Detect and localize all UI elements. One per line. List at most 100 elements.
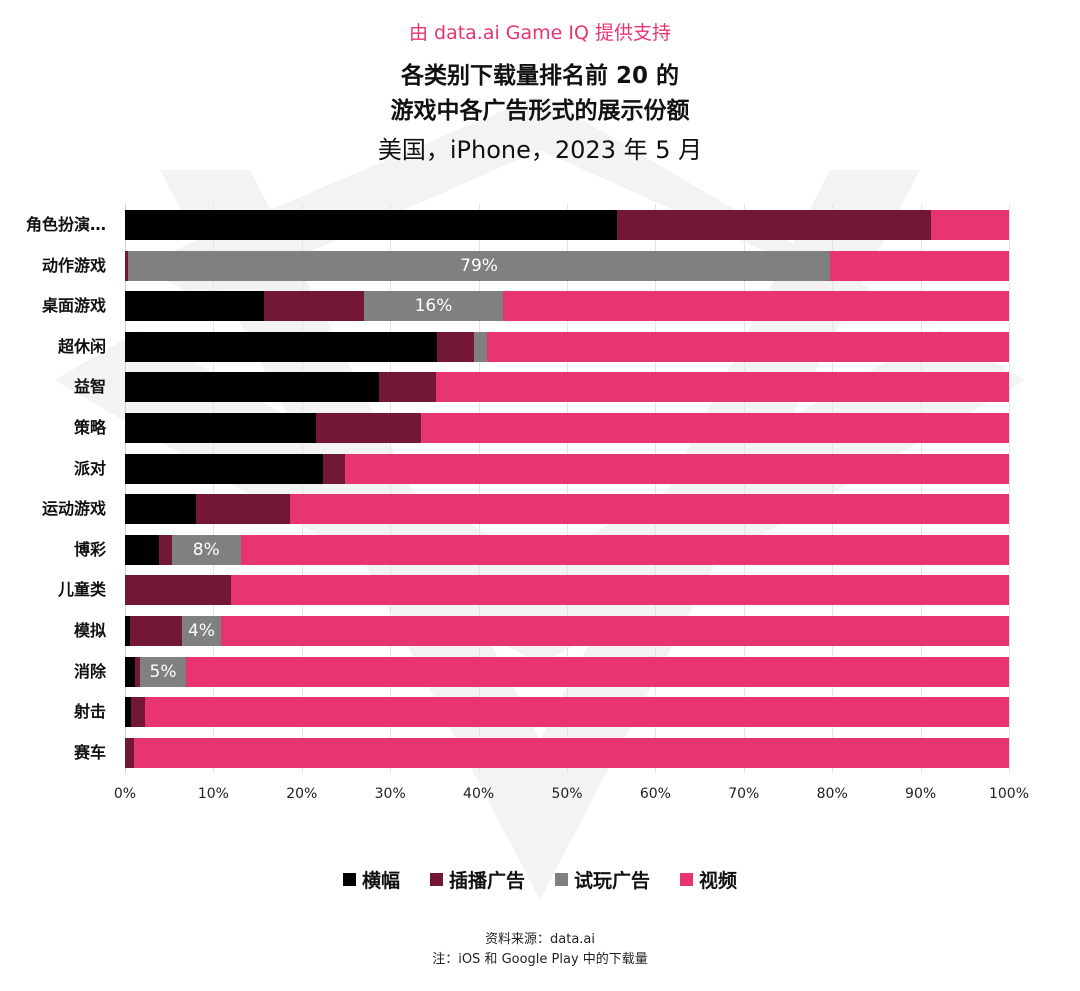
data-label: 79% xyxy=(460,255,498,276)
bar-segment xyxy=(125,575,232,606)
data-label: 4% xyxy=(187,621,215,641)
bar-row xyxy=(125,453,1009,484)
grid-line xyxy=(301,204,303,773)
bar-segment xyxy=(125,616,131,646)
bar-segment xyxy=(130,616,182,646)
bar-row: 8% xyxy=(125,534,1009,565)
category-label: 派对 xyxy=(73,458,106,478)
bar-segment xyxy=(125,453,324,484)
chart-subtitle: 美国，iPhone，2023 年 5 月 xyxy=(377,136,703,164)
bar-segment xyxy=(315,413,422,443)
x-tick-label: 60% xyxy=(639,786,671,802)
x-tick-label: 40% xyxy=(463,786,495,802)
bar-segment xyxy=(421,413,1009,443)
bar-segment: 8% xyxy=(171,534,241,565)
source-note: 资料来源：data.ai xyxy=(485,932,595,947)
category-label: 桌面游戏 xyxy=(41,296,106,316)
bar-segment xyxy=(240,534,1009,565)
legend-label: 视频 xyxy=(699,870,738,892)
bar-segment xyxy=(125,413,316,443)
bar-row xyxy=(125,372,1009,403)
bar-segment xyxy=(185,656,1009,687)
legend-item-banner: 横幅 xyxy=(342,866,400,893)
grid-line xyxy=(743,204,745,773)
bar-row xyxy=(125,575,1009,606)
chart-title-line2: 游戏中各广告形式的展示份额 xyxy=(390,98,690,124)
legend-swatch xyxy=(555,873,568,886)
data-label: 16% xyxy=(414,296,453,317)
legend: 横幅 插播广告 试玩广告 视频 xyxy=(0,866,1080,893)
bar-segment xyxy=(487,331,1009,362)
bar-segment xyxy=(145,697,1009,728)
bar-segment xyxy=(474,331,488,362)
x-tick-label: 90% xyxy=(905,786,937,802)
bar-row: 5% xyxy=(125,656,1009,687)
legend-label: 横幅 xyxy=(361,870,400,892)
bar-row xyxy=(125,413,1009,443)
bar-segment xyxy=(221,616,1009,646)
bar-row: 79% xyxy=(125,250,1009,281)
bar-segment: 79% xyxy=(127,250,831,281)
bar-row xyxy=(125,331,1009,362)
x-tick-label: 70% xyxy=(728,786,760,802)
bar-row xyxy=(125,737,1009,768)
legend-swatch xyxy=(342,873,356,886)
category-label: 策略 xyxy=(73,418,106,437)
x-tick-label: 100% xyxy=(988,786,1030,802)
data-label: 8% xyxy=(192,539,220,560)
x-tick-label: 20% xyxy=(286,786,318,802)
category-label: 消除 xyxy=(73,661,106,681)
plot-area: 79% 16% 8% 4% 5% xyxy=(125,204,1010,773)
bar-segment xyxy=(125,372,379,403)
bar-segment xyxy=(125,250,128,281)
x-tick-label: 10% xyxy=(197,786,229,802)
bar-row xyxy=(125,210,1009,240)
bar-segment xyxy=(931,210,1009,240)
bar-segment xyxy=(125,697,132,728)
bar-segment: 16% xyxy=(363,291,504,322)
grid-line xyxy=(920,204,922,773)
chart-title-line1: 各类别下载量排名前 20 的 xyxy=(400,63,680,89)
category-label: 超休闲 xyxy=(57,336,106,356)
bar-segment: 4% xyxy=(181,616,222,646)
bar-segment xyxy=(290,494,1009,525)
category-label: 博彩 xyxy=(73,539,106,559)
x-tick-label: 30% xyxy=(374,786,406,802)
grid-line xyxy=(390,204,392,773)
grid-line xyxy=(478,204,480,773)
category-label: 射击 xyxy=(73,702,106,722)
legend-label: 试玩广告 xyxy=(574,870,651,892)
bar-segment xyxy=(436,372,1009,403)
bar-segment xyxy=(134,656,141,687)
bar-row: 4% xyxy=(125,616,1009,646)
x-tick-label: 0% xyxy=(113,786,137,802)
footnote: 注：iOS 和 Google Play 中的下载量 xyxy=(432,952,648,967)
grid-line xyxy=(832,204,834,773)
category-label: 动作游戏 xyxy=(41,255,106,275)
bar-segment xyxy=(125,210,618,240)
grid-line xyxy=(567,204,568,773)
bar-segment xyxy=(125,291,264,322)
grid-line xyxy=(213,204,215,773)
legend-item-playable: 试玩广告 xyxy=(555,866,650,893)
data-label: 5% xyxy=(149,661,177,682)
bar-segment xyxy=(125,656,135,687)
bar-segment xyxy=(830,250,1009,281)
legend-item-interstitial: 插播广告 xyxy=(429,866,525,893)
bar-segment xyxy=(345,453,1009,484)
y-axis-line xyxy=(125,204,126,773)
grid-line xyxy=(1009,204,1010,773)
category-label: 角色扮演… xyxy=(25,215,106,234)
bar-segment xyxy=(158,534,172,565)
bar-row xyxy=(125,494,1009,525)
category-label: 模拟 xyxy=(73,621,106,640)
bar-segment: 5% xyxy=(140,656,186,687)
bar-segment xyxy=(125,494,196,525)
x-tick-label: 80% xyxy=(816,786,848,802)
bar-segment xyxy=(617,210,932,240)
bar-row xyxy=(125,697,1009,728)
x-tick-label: 50% xyxy=(551,786,583,802)
legend-item-video: 视频 xyxy=(680,866,737,893)
legend-label: 插播广告 xyxy=(448,870,525,892)
chart-credit: 由 data.ai Game IQ 提供支持 xyxy=(408,22,672,44)
